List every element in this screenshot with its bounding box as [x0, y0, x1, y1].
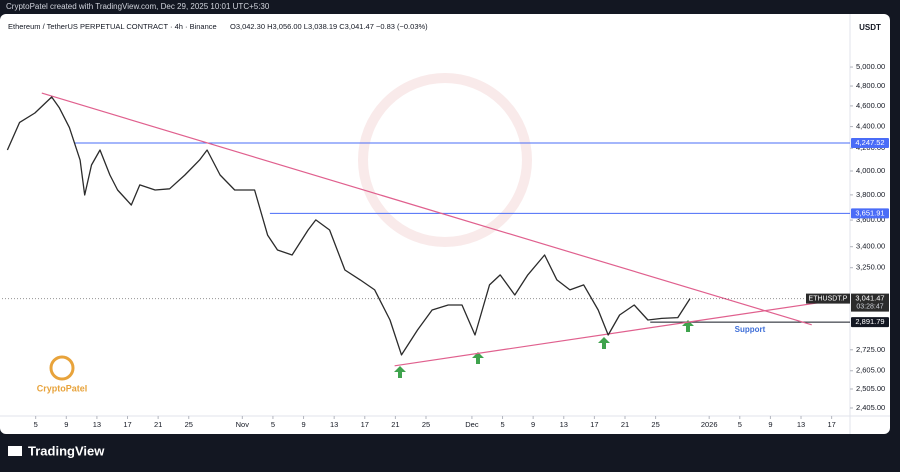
- level-tag: [851, 138, 889, 149]
- x-tick-label: 25: [185, 420, 193, 429]
- chart-title: Ethereum / TetherUS PERPETUAL CONTRACT ·…: [8, 22, 217, 31]
- level-tag: [851, 317, 889, 328]
- x-tick-label: 17: [590, 420, 598, 429]
- x-tick-label: 17: [827, 420, 835, 429]
- x-tick-label: 17: [361, 420, 369, 429]
- brand: TradingView: [28, 443, 105, 458]
- x-tick-label: 9: [301, 420, 305, 429]
- y-tick-label: 2,405.00: [856, 403, 885, 412]
- level-label: 3,651.91: [855, 208, 884, 217]
- x-tick-label: 21: [391, 420, 399, 429]
- trend-line: [394, 297, 851, 367]
- brand-icon: [8, 446, 22, 456]
- y-tick-label: 5,000.00: [856, 62, 885, 71]
- y-tick-label: 4,000.00: [856, 166, 885, 175]
- trend-line: [41, 92, 812, 326]
- x-tick-label: Nov: [236, 420, 250, 429]
- x-tick-label: 5: [271, 420, 275, 429]
- x-tick-label: 5: [34, 420, 38, 429]
- x-tick-label: 17: [123, 420, 131, 429]
- x-tick-label: 13: [93, 420, 101, 429]
- y-tick-label: 4,800.00: [856, 81, 885, 90]
- x-tick-label: 25: [422, 420, 430, 429]
- arrow: [472, 352, 484, 364]
- x-tick-label: 13: [797, 420, 805, 429]
- level-tag: [851, 208, 889, 219]
- x-tick-label: 9: [64, 420, 68, 429]
- y-tick-label: 2,725.00: [856, 345, 885, 354]
- axis-unit: USDT: [859, 23, 881, 32]
- x-tick-label: 9: [768, 420, 772, 429]
- x-tick-label: 5: [738, 420, 742, 429]
- logo-mark: [49, 355, 75, 381]
- level-label: 4,247.52: [855, 138, 884, 147]
- y-tick-label: 3,800.00: [856, 190, 885, 199]
- x-tick-label: 21: [621, 420, 629, 429]
- x-tick-label: 2026: [701, 420, 718, 429]
- y-tick-label: 3,400.00: [856, 242, 885, 251]
- credit: CryptoPatel created with TradingView.com…: [6, 2, 270, 11]
- ohlc-legend: O3,042.30 H3,056.00 L3,038.19 C3,041.47 …: [230, 22, 428, 31]
- watermark: [358, 73, 532, 247]
- x-tick-label: 21: [154, 420, 162, 429]
- support-label: Support: [735, 325, 766, 334]
- x-tick-label: 5: [500, 420, 504, 429]
- y-tick-label: 4,400.00: [856, 122, 885, 131]
- price-line: [6, 96, 691, 356]
- x-tick-label: 9: [531, 420, 535, 429]
- y-tick-label: 3,250.00: [856, 263, 885, 272]
- x-tick-label: Dec: [465, 420, 479, 429]
- price-label: 3,041.47: [855, 294, 884, 303]
- level-label: 2,891.79: [855, 317, 884, 326]
- y-tick-label: 2,605.00: [856, 366, 885, 375]
- x-tick-label: 13: [330, 420, 338, 429]
- logo-text: CryptoPatel: [37, 383, 88, 393]
- arrow: [598, 337, 610, 349]
- arrow: [394, 366, 406, 378]
- price-tag: [851, 293, 889, 312]
- y-tick-label: 2,505.00: [856, 384, 885, 393]
- symbol-label: ETHUSDT.P: [809, 295, 848, 302]
- x-tick-label: 25: [651, 420, 659, 429]
- y-tick-label: 4,600.00: [856, 101, 885, 110]
- symbol-tag: [806, 293, 850, 304]
- chart-panel: [0, 14, 890, 434]
- y-tick-label: 3,600.00: [856, 215, 885, 224]
- countdown: 03:28:47: [856, 303, 883, 310]
- x-tick-label: 13: [560, 420, 568, 429]
